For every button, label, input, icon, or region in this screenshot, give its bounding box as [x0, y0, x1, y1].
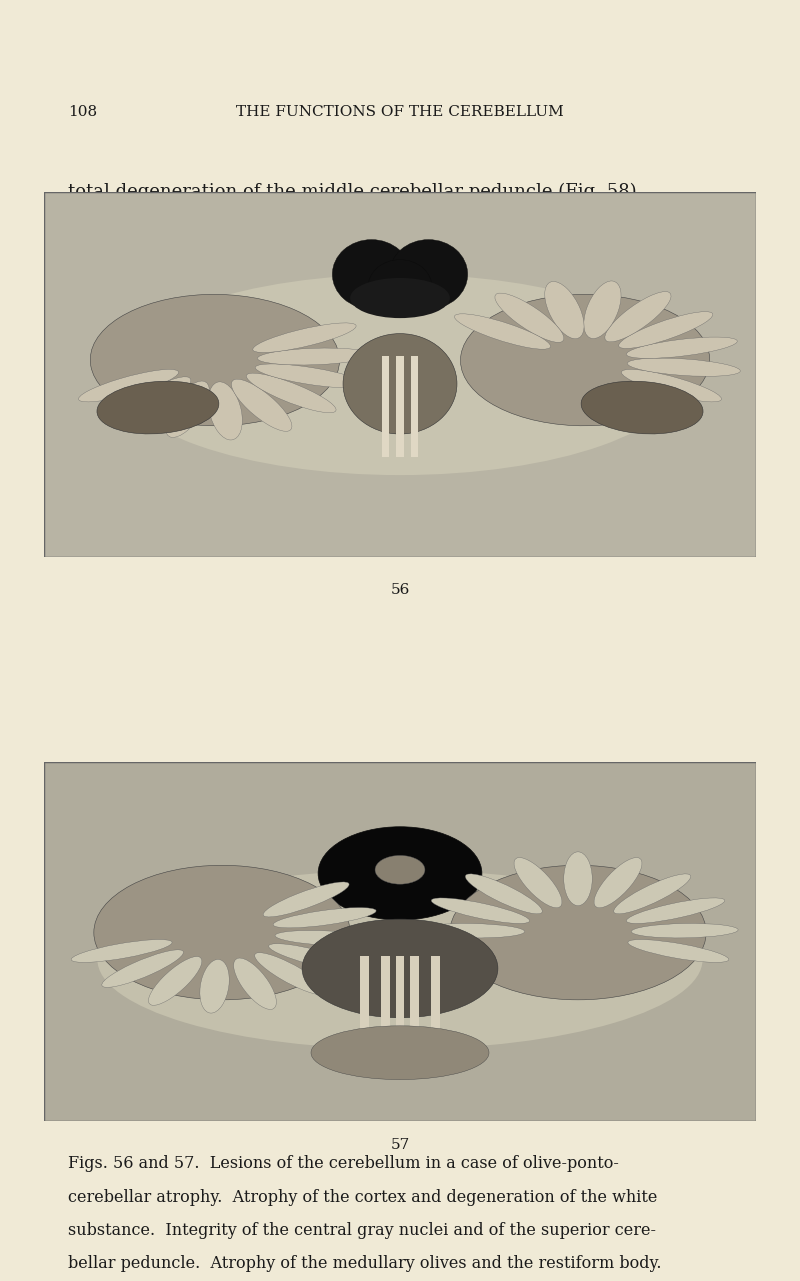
Ellipse shape	[631, 924, 738, 938]
Ellipse shape	[255, 364, 364, 388]
Ellipse shape	[102, 949, 183, 988]
Ellipse shape	[253, 323, 356, 352]
Ellipse shape	[97, 382, 219, 434]
Ellipse shape	[514, 857, 562, 908]
Ellipse shape	[626, 898, 725, 924]
Ellipse shape	[116, 377, 190, 424]
Ellipse shape	[350, 278, 450, 318]
Ellipse shape	[273, 908, 376, 927]
Ellipse shape	[246, 373, 336, 412]
Ellipse shape	[627, 359, 740, 377]
Ellipse shape	[454, 314, 550, 350]
Ellipse shape	[626, 337, 738, 359]
Ellipse shape	[418, 924, 525, 938]
Bar	[410, 956, 418, 1045]
Ellipse shape	[461, 295, 710, 425]
Ellipse shape	[318, 826, 482, 920]
Ellipse shape	[269, 944, 364, 972]
Text: cerebellar atrophy.  Atrophy of the cortex and degeneration of the white: cerebellar atrophy. Atrophy of the corte…	[68, 1189, 658, 1205]
Ellipse shape	[618, 311, 713, 348]
Bar	[397, 356, 403, 457]
Ellipse shape	[115, 274, 685, 475]
Ellipse shape	[90, 295, 339, 425]
Ellipse shape	[343, 333, 457, 434]
Text: 108: 108	[68, 105, 97, 119]
Ellipse shape	[450, 866, 706, 999]
Ellipse shape	[332, 240, 410, 309]
Ellipse shape	[166, 380, 210, 437]
Ellipse shape	[466, 874, 542, 913]
Bar	[360, 956, 369, 1045]
Text: THE FUNCTIONS OF THE CEREBELLUM: THE FUNCTIONS OF THE CEREBELLUM	[236, 105, 564, 119]
Ellipse shape	[495, 293, 564, 342]
Text: Figs. 56 and 57.  Lesions of the cerebellum in a case of olive-ponto-: Figs. 56 and 57. Lesions of the cerebell…	[68, 1155, 619, 1172]
Ellipse shape	[302, 920, 498, 1017]
Ellipse shape	[275, 930, 382, 945]
Bar	[382, 356, 390, 457]
Text: substance.  Integrity of the central gray nuclei and of the superior cere-: substance. Integrity of the central gray…	[68, 1222, 656, 1239]
Ellipse shape	[584, 281, 621, 338]
Ellipse shape	[622, 369, 722, 402]
Ellipse shape	[208, 382, 242, 439]
Bar	[431, 956, 440, 1045]
Text: 57: 57	[390, 1138, 410, 1152]
Ellipse shape	[200, 959, 230, 1013]
Text: 56: 56	[390, 583, 410, 597]
Ellipse shape	[149, 957, 202, 1006]
Ellipse shape	[263, 881, 349, 917]
Ellipse shape	[375, 856, 425, 884]
Ellipse shape	[431, 898, 530, 924]
Ellipse shape	[94, 866, 350, 999]
Ellipse shape	[390, 240, 468, 309]
Ellipse shape	[234, 958, 276, 1009]
Text: total degeneration of the middle cerebellar peduncle (Fig. 58).: total degeneration of the middle cerebel…	[68, 183, 642, 201]
Ellipse shape	[71, 939, 172, 962]
Ellipse shape	[231, 379, 292, 432]
Ellipse shape	[311, 1026, 489, 1080]
Ellipse shape	[98, 870, 702, 1049]
Ellipse shape	[605, 292, 671, 342]
Text: dentate nucleus, was, on the other hand, relatively well preserved.: dentate nucleus, was, on the other hand,…	[68, 268, 681, 286]
Ellipse shape	[258, 348, 371, 365]
Ellipse shape	[254, 953, 326, 995]
Bar	[410, 356, 418, 457]
Bar	[396, 956, 404, 1045]
Text: The superior cerebellar peduncle, which takes its origin in the: The superior cerebellar peduncle, which …	[68, 225, 641, 243]
Ellipse shape	[581, 382, 703, 434]
Bar	[382, 956, 390, 1045]
Ellipse shape	[564, 852, 592, 906]
Ellipse shape	[594, 857, 642, 908]
Ellipse shape	[78, 369, 178, 402]
Ellipse shape	[614, 874, 690, 913]
Ellipse shape	[368, 260, 432, 314]
Ellipse shape	[628, 939, 729, 962]
Ellipse shape	[545, 282, 584, 338]
Text: bellar peduncle.  Atrophy of the medullary olives and the restiform body.: bellar peduncle. Atrophy of the medullar…	[68, 1255, 662, 1272]
